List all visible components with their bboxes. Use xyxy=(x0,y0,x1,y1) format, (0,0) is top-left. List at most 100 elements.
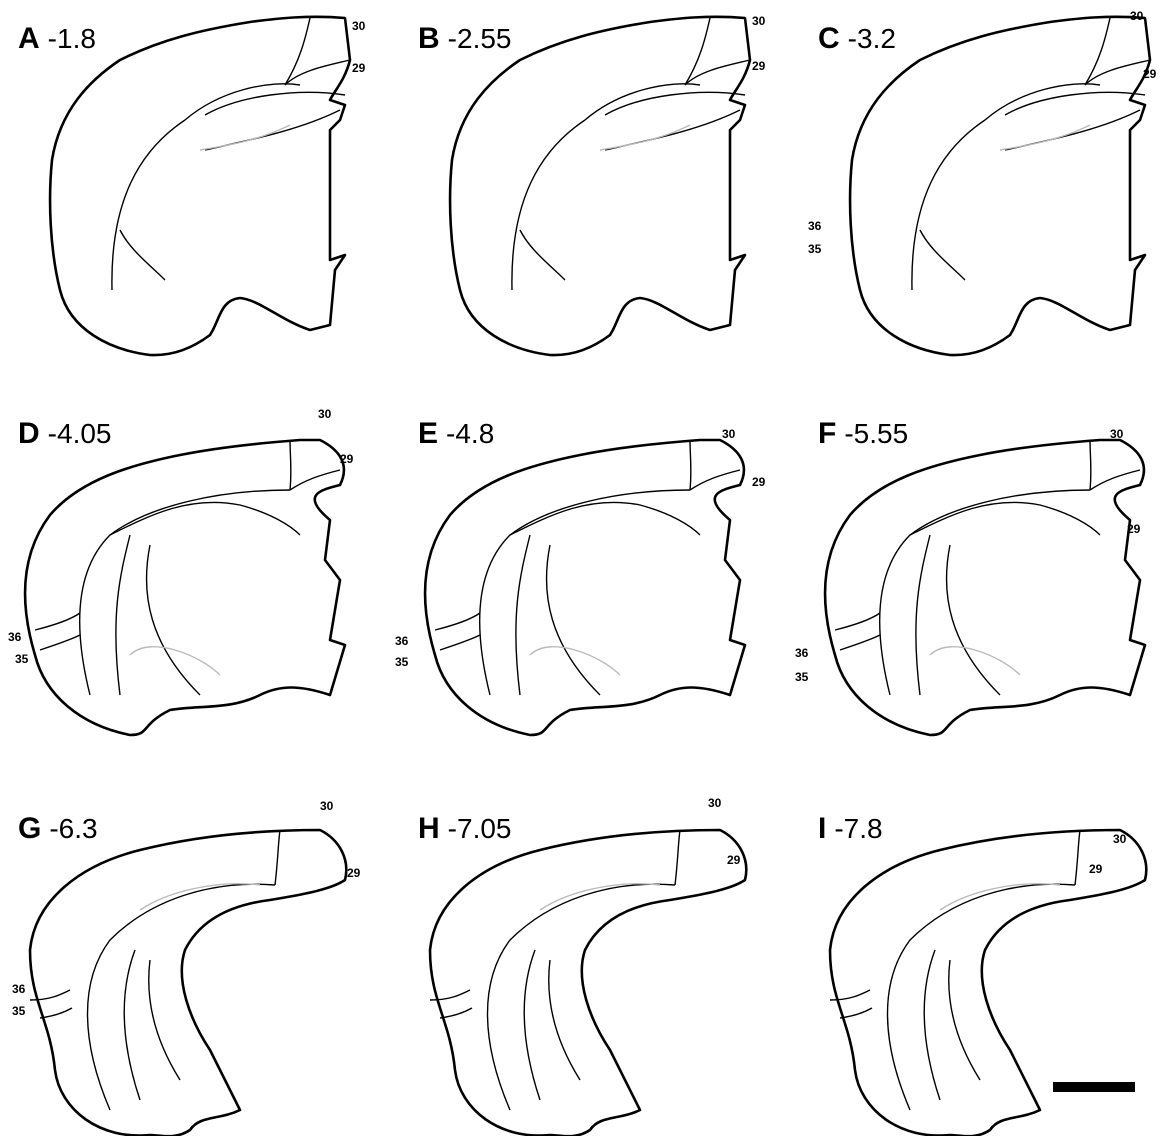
area-label: 30 xyxy=(1110,427,1124,441)
panel-label: B -2.55 xyxy=(418,22,512,55)
area-label: 35 xyxy=(12,1004,26,1018)
area-label: 35 xyxy=(808,242,822,256)
panel-letter: D xyxy=(18,417,40,450)
area-label: 36 xyxy=(795,646,809,660)
panel-letter: E xyxy=(418,417,438,450)
section-outline xyxy=(25,440,345,735)
section-boundary xyxy=(840,1008,872,1018)
section-boundary xyxy=(124,950,140,1100)
section-boundary xyxy=(520,230,565,280)
panel-label: E -4.8 xyxy=(418,417,494,450)
section-boundary xyxy=(1075,830,1080,885)
section-boundary xyxy=(685,18,710,85)
panel-label: A-1.8 xyxy=(18,22,96,55)
section-outline xyxy=(30,830,346,1136)
section-outline xyxy=(430,830,746,1136)
section-boundary-faint xyxy=(200,125,290,150)
panel-level: -2.55 xyxy=(448,23,512,54)
area-label: 36 xyxy=(8,630,22,644)
section-boundary xyxy=(605,110,740,150)
section-outline xyxy=(450,17,750,355)
panel-level: -7.8 xyxy=(834,813,882,844)
area-label: 30 xyxy=(1130,9,1144,23)
section-boundary-faint xyxy=(930,647,1020,675)
panel-level: -4.05 xyxy=(48,418,112,449)
area-label: 29 xyxy=(1143,67,1157,81)
section-boundary xyxy=(275,830,280,885)
panel-level: -1.8 xyxy=(48,23,96,54)
section-boundary xyxy=(120,230,165,280)
section-boundary xyxy=(488,884,676,1110)
panel-letter: F xyxy=(818,417,836,450)
section-boundary xyxy=(516,535,530,695)
section-boundary xyxy=(1085,18,1110,85)
area-label: 29 xyxy=(752,59,766,73)
section-boundary xyxy=(205,110,340,150)
section-boundary xyxy=(916,535,930,695)
section-boundary xyxy=(80,490,290,695)
panel-letter: I xyxy=(818,812,826,845)
section-panel: A-1.83029 xyxy=(18,17,366,355)
section-boundary-faint xyxy=(530,647,620,675)
section-boundary xyxy=(949,960,980,1080)
section-boundary xyxy=(524,950,540,1100)
panel-letter: B xyxy=(418,22,440,55)
area-label: 29 xyxy=(347,866,361,880)
panel-letter: C xyxy=(818,22,840,55)
area-label: 36 xyxy=(12,982,26,996)
section-boundary xyxy=(285,18,310,85)
area-label: 30 xyxy=(318,407,332,421)
section-panel: D -4.05 30 29 36 35 xyxy=(8,407,354,735)
section-boundary xyxy=(480,490,690,695)
panel-label: D -4.05 xyxy=(18,417,112,450)
section-boundary xyxy=(835,613,880,630)
area-label: 30 xyxy=(708,796,722,810)
section-outline xyxy=(825,440,1145,735)
panel-letter: G xyxy=(18,812,41,845)
section-boundary xyxy=(920,230,965,280)
area-label: 30 xyxy=(1113,832,1127,846)
figure: A-1.83029B-2.553029C-3.230293635D-4.0530… xyxy=(0,0,1160,1136)
section-outline xyxy=(425,440,745,735)
section-outline xyxy=(850,17,1150,355)
area-label: 36 xyxy=(395,634,409,648)
panel-level: -4.8 xyxy=(446,418,494,449)
section-boundary xyxy=(947,545,1000,695)
section-boundary xyxy=(149,960,180,1080)
area-label: 35 xyxy=(395,655,409,669)
panel-level: -6.3 xyxy=(49,813,97,844)
section-boundary xyxy=(40,1008,72,1018)
panel-level: -5.55 xyxy=(844,418,908,449)
section-outline xyxy=(50,17,350,355)
section-panel: B -2.55 30 29 xyxy=(418,14,766,355)
panel-level: -3.2 xyxy=(848,23,896,54)
section-boundary xyxy=(147,545,200,695)
section-boundary xyxy=(88,884,276,1110)
section-boundary xyxy=(924,950,940,1100)
panel-label: G -6.3 xyxy=(18,812,98,845)
panel-label: F -5.55 xyxy=(818,417,908,450)
area-label: 36 xyxy=(808,219,822,233)
panel-label: I -7.8 xyxy=(818,812,883,845)
section-boundary xyxy=(547,545,600,695)
area-label: 30 xyxy=(752,14,766,28)
scale-bar xyxy=(1053,1082,1135,1092)
section-boundary xyxy=(40,635,80,650)
area-label: 35 xyxy=(15,652,29,666)
section-boundary xyxy=(675,830,680,885)
section-boundary xyxy=(1005,110,1140,150)
section-boundary xyxy=(35,613,80,630)
area-label: 30 xyxy=(722,427,736,441)
panel-letter: H xyxy=(418,812,440,845)
area-label: 29 xyxy=(1127,522,1141,536)
area-label: 29 xyxy=(340,452,354,466)
panel-label: H-7.05 xyxy=(418,812,512,845)
section-boundary xyxy=(440,635,480,650)
area-label: 35 xyxy=(795,670,809,684)
section-boundary xyxy=(116,535,130,695)
section-boundary xyxy=(888,884,1076,1110)
section-boundary-faint xyxy=(130,647,220,675)
